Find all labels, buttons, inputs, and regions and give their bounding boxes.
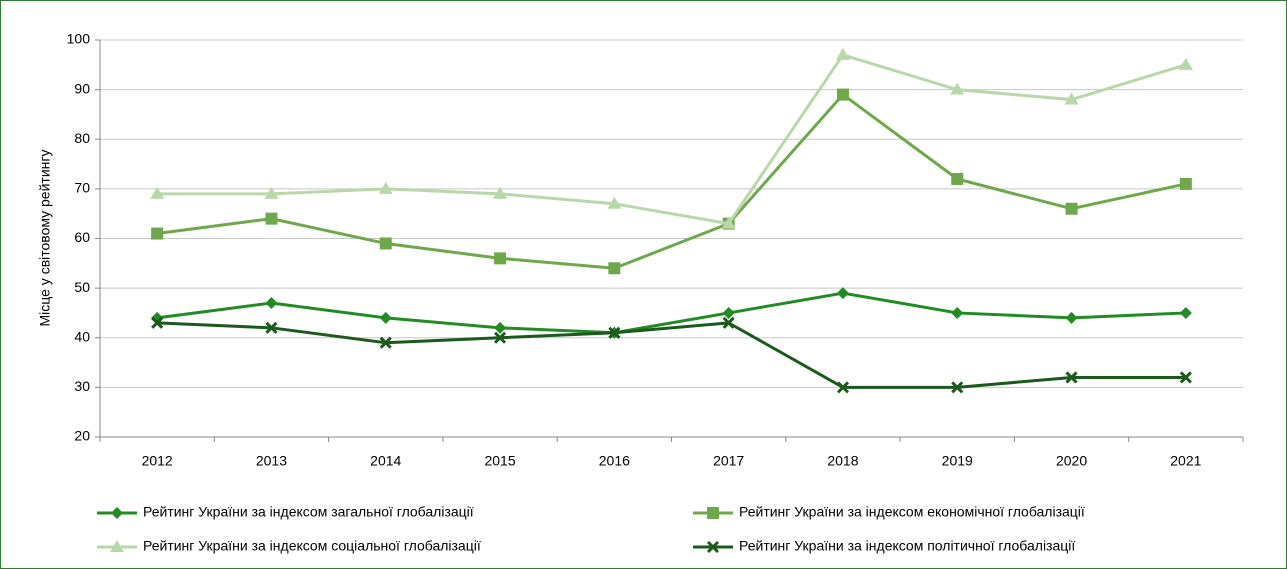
marker <box>722 306 735 319</box>
marker <box>265 297 278 310</box>
x-tick-label: 2014 <box>370 453 401 469</box>
marker <box>951 172 964 185</box>
y-tick-label: 100 <box>67 31 91 47</box>
marker <box>264 186 279 199</box>
marker <box>110 540 124 552</box>
y-tick-label: 30 <box>74 378 90 394</box>
marker <box>1065 311 1078 324</box>
marker <box>494 321 507 334</box>
x-tick-label: 2013 <box>256 453 287 469</box>
marker <box>111 507 123 519</box>
x-tick-label: 2019 <box>942 453 973 469</box>
marker <box>836 381 850 394</box>
marker <box>1065 371 1078 384</box>
marker <box>265 321 278 334</box>
marker <box>607 196 622 209</box>
x-tick-label: 2015 <box>484 453 515 469</box>
marker <box>706 540 720 554</box>
marker <box>493 186 508 199</box>
y-tick-label: 20 <box>74 428 90 444</box>
marker <box>150 186 165 199</box>
marker <box>493 331 507 344</box>
marker <box>379 336 392 349</box>
marker <box>950 82 965 95</box>
x-tick-label: 2017 <box>713 453 744 469</box>
y-tick-label: 50 <box>74 279 90 295</box>
y-axis-label: Місце у світовому рейтингу <box>37 150 53 327</box>
legend-label: Рейтинг України за індексом загальної гл… <box>143 504 474 520</box>
marker <box>265 212 278 225</box>
marker <box>494 252 507 265</box>
marker <box>1065 202 1078 215</box>
y-tick-label: 40 <box>74 328 90 344</box>
marker <box>1178 57 1193 70</box>
series-line <box>157 53 1187 226</box>
marker <box>379 237 392 250</box>
marker <box>151 227 164 240</box>
series-line <box>157 321 1186 389</box>
marker <box>836 287 849 300</box>
series-line <box>156 92 1187 270</box>
marker <box>1179 371 1192 384</box>
marker <box>608 262 621 275</box>
x-tick-label: 2021 <box>1170 453 1201 469</box>
x-tick-label: 2018 <box>827 453 858 469</box>
marker <box>707 507 719 519</box>
marker <box>721 216 736 229</box>
marker <box>379 311 392 324</box>
marker <box>608 326 621 339</box>
x-tick-label: 2020 <box>1056 453 1087 469</box>
series-line <box>156 291 1186 335</box>
legend-label: Рейтинг України за індексом соціальної г… <box>143 538 481 554</box>
x-tick-label: 2012 <box>142 453 173 469</box>
legend-label: Рейтинг України за індексом політичної г… <box>739 538 1075 554</box>
marker <box>951 381 964 394</box>
y-tick-label: 60 <box>74 229 90 245</box>
marker <box>1064 92 1079 105</box>
y-tick-label: 90 <box>74 80 90 96</box>
marker <box>836 88 849 101</box>
marker <box>835 47 850 60</box>
x-tick-label: 2016 <box>599 453 630 469</box>
marker <box>151 316 164 329</box>
y-tick-label: 70 <box>74 180 90 196</box>
marker <box>951 306 964 319</box>
marker <box>722 316 735 329</box>
marker <box>378 181 393 194</box>
marker <box>1179 306 1192 319</box>
marker <box>1179 177 1192 190</box>
y-tick-label: 80 <box>74 130 90 146</box>
legend-label: Рейтинг України за індексом економічної … <box>739 504 1085 520</box>
